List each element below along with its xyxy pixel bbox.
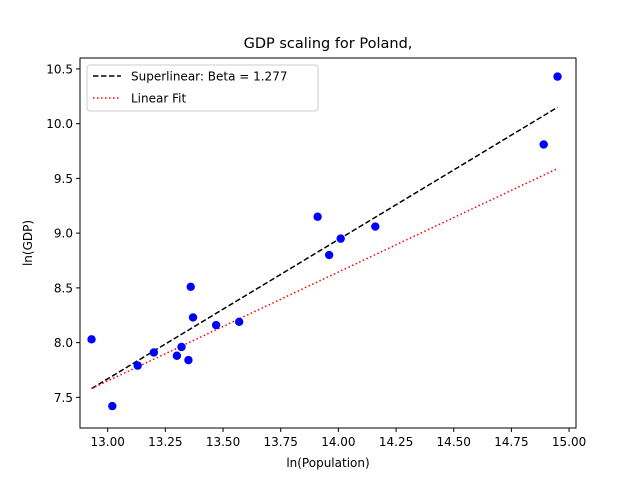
data-point [234, 317, 244, 327]
data-point [184, 355, 193, 365]
data-point [87, 335, 96, 344]
chart-title: GDP scaling for Poland, [244, 36, 413, 52]
data-point [177, 342, 186, 352]
legend-superlinear-label: Superlinear: Beta = 1.277 [131, 70, 287, 84]
x-tick-label: 13.00 [91, 435, 125, 449]
data-point [324, 250, 334, 260]
x-tick-label: 14.00 [321, 435, 355, 449]
series-line-0 [91, 106, 558, 390]
y-axis-label: ln(GDP) [21, 220, 35, 266]
legend-box [86, 64, 319, 112]
data-point [336, 234, 345, 243]
data-point [133, 361, 142, 370]
data-point [149, 348, 159, 357]
x-axis: 13.00 13.25 13.50 13.75 14.00 14.25 14.50 14.75… [91, 428, 586, 449]
y-tick-label: 10.0 [46, 117, 73, 131]
x-tick-label: 14.25 [379, 435, 413, 449]
data-point [211, 320, 221, 330]
data-point [553, 72, 562, 81]
data-point [371, 222, 380, 231]
y-axis: 7.5 8.0 8.5 9.0 9.5 10.0 10.5 [46, 62, 80, 405]
legend: Superlinear: Beta = 1.277 Linear Fit [86, 64, 319, 112]
y-tick-label: 10.5 [46, 62, 73, 76]
x-tick-label: 14.50 [437, 435, 471, 449]
x-tick-label: 13.75 [264, 435, 298, 449]
data-point [188, 313, 198, 322]
data-point [539, 140, 548, 149]
x-tick-label: 13.50 [206, 435, 240, 449]
series-line-1 [91, 167, 558, 390]
data-point [186, 282, 195, 291]
legend-linear-label: Linear Fit [131, 92, 186, 106]
y-tick-label: 9.5 [54, 172, 73, 186]
plot-area [87, 72, 562, 411]
y-tick-label: 7.5 [54, 391, 73, 405]
data-point [313, 212, 322, 221]
data-point [172, 351, 182, 360]
x-tick-label: 13.25 [148, 435, 182, 449]
x-tick-label: 15.00 [552, 435, 586, 449]
x-axis-label: ln(Population) [286, 456, 369, 470]
x-tick-label: 14.75 [494, 435, 528, 449]
y-tick-label: 9.0 [54, 227, 73, 241]
data-point [108, 401, 117, 411]
plot-frame [79, 57, 577, 429]
y-tick-label: 8.0 [54, 336, 73, 350]
y-tick-label: 8.5 [54, 281, 73, 295]
